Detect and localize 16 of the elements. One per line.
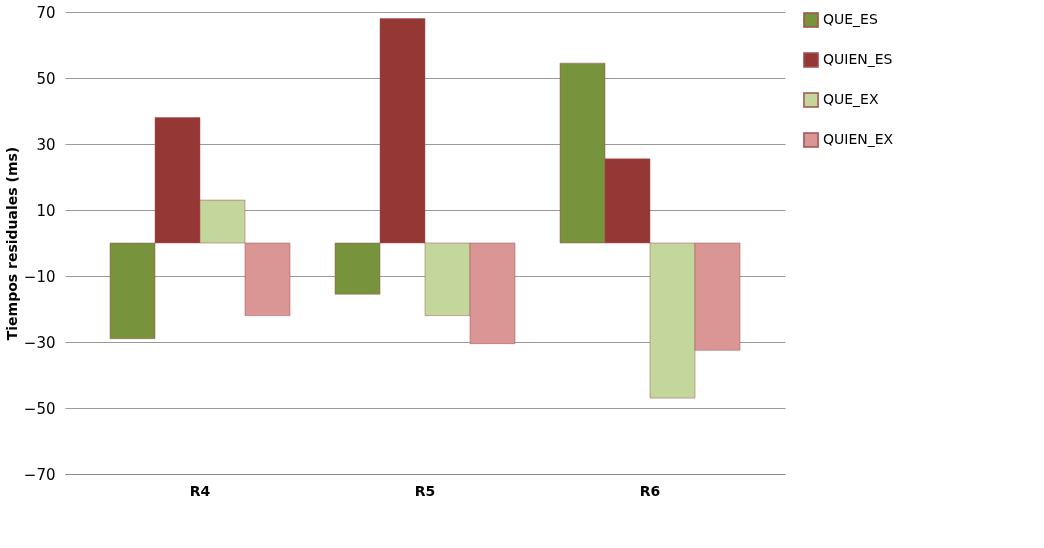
y-tick-label: −70: [23, 465, 56, 484]
y-tick-label: −10: [23, 267, 56, 286]
legend-label: QUIEN_ES: [823, 51, 893, 67]
y-tick-label: 50: [36, 69, 56, 88]
y-tick-label: 30: [36, 135, 56, 154]
legend-label: QUE_EX: [823, 91, 879, 107]
x-tick-label: R4: [189, 482, 211, 499]
y-axis-title: Tiempos residuales (ms): [3, 146, 20, 341]
legend-label: QUE_ES: [823, 11, 878, 27]
legend-label: QUIEN_EX: [823, 131, 894, 147]
y-tick-label: −30: [23, 333, 56, 352]
y-tick-label: 70: [36, 3, 56, 22]
y-tick-label: −50: [23, 399, 56, 418]
y-tick-label: 10: [36, 201, 56, 220]
x-tick-label: R6: [639, 482, 661, 499]
x-tick-label: R5: [414, 482, 436, 499]
